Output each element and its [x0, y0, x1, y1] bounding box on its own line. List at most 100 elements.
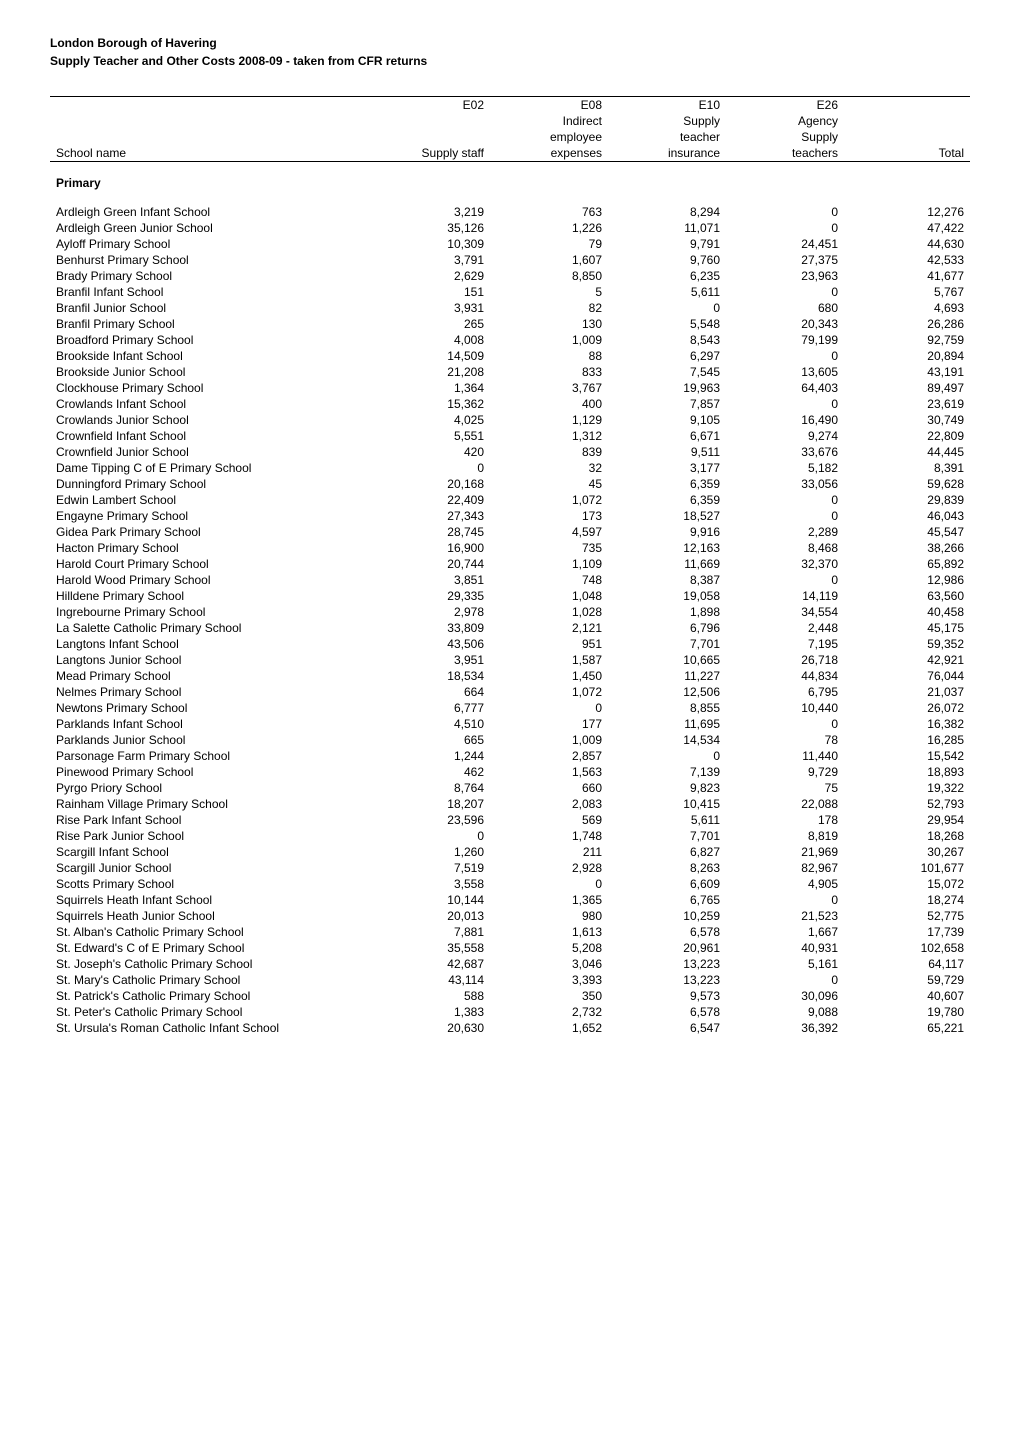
cell-total: 45,547: [844, 524, 970, 540]
school-name: Scargill Junior School: [50, 860, 372, 876]
cell-e08: 173: [490, 508, 608, 524]
table-row: Ardleigh Green Junior School35,1261,2261…: [50, 220, 970, 236]
school-name: Ardleigh Green Junior School: [50, 220, 372, 236]
cell-e10: 13,223: [608, 956, 726, 972]
table-row: Edwin Lambert School22,4091,0726,359029,…: [50, 492, 970, 508]
cell-e08: 735: [490, 540, 608, 556]
cell-e08: 4,597: [490, 524, 608, 540]
cell-e08: 3,393: [490, 972, 608, 988]
table-row: La Salette Catholic Primary School33,809…: [50, 620, 970, 636]
cell-total: 40,607: [844, 988, 970, 1004]
cell-total: 46,043: [844, 508, 970, 524]
school-name: St. Peter's Catholic Primary School: [50, 1004, 372, 1020]
cell-e02: 35,558: [372, 940, 490, 956]
cell-e02: 20,168: [372, 476, 490, 492]
cell-e02: 151: [372, 284, 490, 300]
cell-total: 30,749: [844, 412, 970, 428]
cell-e02: 20,744: [372, 556, 490, 572]
cell-e26: 16,490: [726, 412, 844, 428]
cell-e02: 4,025: [372, 412, 490, 428]
cell-e26: 26,718: [726, 652, 844, 668]
cell-e02: 10,144: [372, 892, 490, 908]
cell-e08: 1,109: [490, 556, 608, 572]
cell-e26: 75: [726, 780, 844, 796]
cell-e08: 1,563: [490, 764, 608, 780]
school-name: St. Edward's C of E Primary School: [50, 940, 372, 956]
cell-e08: 1,365: [490, 892, 608, 908]
cell-e10: 11,669: [608, 556, 726, 572]
cell-e10: 6,796: [608, 620, 726, 636]
table-row: St. Alban's Catholic Primary School7,881…: [50, 924, 970, 940]
cell-total: 65,892: [844, 556, 970, 572]
cell-e02: 23,596: [372, 812, 490, 828]
cell-total: 43,191: [844, 364, 970, 380]
cell-total: 59,628: [844, 476, 970, 492]
cell-e08: 82: [490, 300, 608, 316]
table-row: Langtons Infant School43,5069517,7017,19…: [50, 636, 970, 652]
cell-e08: 45: [490, 476, 608, 492]
cell-e02: 27,343: [372, 508, 490, 524]
hdr-r2-c0: [50, 113, 372, 129]
cell-e10: 18,527: [608, 508, 726, 524]
table-row: St. Ursula's Roman Catholic Infant Schoo…: [50, 1020, 970, 1036]
cell-e26: 0: [726, 716, 844, 732]
hdr-r2-c3: Supply: [608, 113, 726, 129]
table-row: St. Mary's Catholic Primary School43,114…: [50, 972, 970, 988]
cell-e08: 5,208: [490, 940, 608, 956]
cell-e08: 177: [490, 716, 608, 732]
cell-e10: 5,611: [608, 284, 726, 300]
school-name: Scotts Primary School: [50, 876, 372, 892]
school-name: Squirrels Heath Infant School: [50, 892, 372, 908]
table-header: E02 E08 E10 E26 Indirect Supply Agency e…: [50, 97, 970, 162]
cell-total: 42,533: [844, 252, 970, 268]
cell-e26: 680: [726, 300, 844, 316]
cell-e10: 11,695: [608, 716, 726, 732]
cell-e08: 0: [490, 700, 608, 716]
cell-e08: 980: [490, 908, 608, 924]
cell-e10: 8,263: [608, 860, 726, 876]
cell-e08: 32: [490, 460, 608, 476]
header-row-4: School name Supply staff expenses insura…: [50, 145, 970, 162]
school-name: Crowlands Infant School: [50, 396, 372, 412]
cell-e26: 27,375: [726, 252, 844, 268]
cell-e10: 12,163: [608, 540, 726, 556]
cell-e26: 14,119: [726, 588, 844, 604]
cell-total: 59,352: [844, 636, 970, 652]
school-name: Brookside Infant School: [50, 348, 372, 364]
cell-total: 18,274: [844, 892, 970, 908]
cell-e10: 20,961: [608, 940, 726, 956]
school-name: Ardleigh Green Infant School: [50, 204, 372, 220]
cell-e08: 1,748: [490, 828, 608, 844]
cell-e10: 6,578: [608, 1004, 726, 1020]
school-name: Harold Court Primary School: [50, 556, 372, 572]
table-row: Hilldene Primary School29,3351,04819,058…: [50, 588, 970, 604]
table-row: Crownfield Junior School4208399,51133,67…: [50, 444, 970, 460]
table-row: St. Joseph's Catholic Primary School42,6…: [50, 956, 970, 972]
table-row: Nelmes Primary School6641,07212,5066,795…: [50, 684, 970, 700]
cell-e10: 6,609: [608, 876, 726, 892]
cell-e08: 2,857: [490, 748, 608, 764]
cell-e08: 1,009: [490, 332, 608, 348]
cell-e10: 10,665: [608, 652, 726, 668]
costs-table: E02 E08 E10 E26 Indirect Supply Agency e…: [50, 96, 970, 1036]
cell-e02: 3,951: [372, 652, 490, 668]
cell-total: 19,322: [844, 780, 970, 796]
cell-e26: 0: [726, 892, 844, 908]
table-row: Scotts Primary School3,55806,6094,90515,…: [50, 876, 970, 892]
cell-e10: 9,823: [608, 780, 726, 796]
cell-e02: 29,335: [372, 588, 490, 604]
cell-e26: 9,088: [726, 1004, 844, 1020]
school-name: Brady Primary School: [50, 268, 372, 284]
table-body: Primary Ardleigh Green Infant School3,21…: [50, 162, 970, 1037]
cell-e26: 34,554: [726, 604, 844, 620]
cell-total: 17,739: [844, 924, 970, 940]
table-row: Rise Park Junior School01,7487,7018,8191…: [50, 828, 970, 844]
cell-e26: 33,676: [726, 444, 844, 460]
cell-e08: 763: [490, 204, 608, 220]
cell-e10: 6,671: [608, 428, 726, 444]
cell-e10: 3,177: [608, 460, 726, 476]
table-row: Squirrels Heath Junior School20,01398010…: [50, 908, 970, 924]
cell-e02: 10,309: [372, 236, 490, 252]
cell-total: 44,445: [844, 444, 970, 460]
table-row: Parklands Infant School4,51017711,695016…: [50, 716, 970, 732]
